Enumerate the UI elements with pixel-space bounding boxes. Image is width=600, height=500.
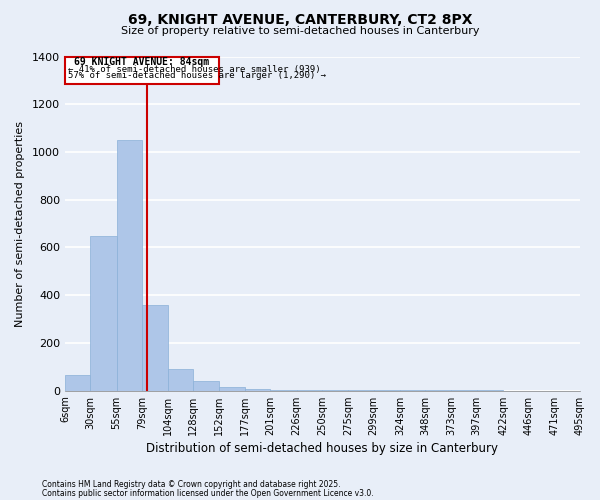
Bar — [142, 305, 168, 390]
Text: 69 KNIGHT AVENUE: 84sqm: 69 KNIGHT AVENUE: 84sqm — [74, 57, 209, 67]
Bar — [116, 140, 142, 390]
Text: Size of property relative to semi-detached houses in Canterbury: Size of property relative to semi-detach… — [121, 26, 479, 36]
Bar — [65, 375, 90, 390]
Text: ← 41% of semi-detached houses are smaller (939): ← 41% of semi-detached houses are smalle… — [68, 65, 321, 74]
Bar — [245, 389, 271, 390]
Text: Contains public sector information licensed under the Open Government Licence v3: Contains public sector information licen… — [42, 488, 374, 498]
Y-axis label: Number of semi-detached properties: Number of semi-detached properties — [15, 120, 25, 326]
Text: Contains HM Land Registry data © Crown copyright and database right 2025.: Contains HM Land Registry data © Crown c… — [42, 480, 341, 489]
Bar — [219, 387, 245, 390]
FancyBboxPatch shape — [65, 56, 219, 84]
X-axis label: Distribution of semi-detached houses by size in Canterbury: Distribution of semi-detached houses by … — [146, 442, 499, 455]
Bar — [90, 236, 116, 390]
Bar — [193, 381, 219, 390]
Text: 57% of semi-detached houses are larger (1,290) →: 57% of semi-detached houses are larger (… — [68, 71, 326, 80]
Text: 69, KNIGHT AVENUE, CANTERBURY, CT2 8PX: 69, KNIGHT AVENUE, CANTERBURY, CT2 8PX — [128, 12, 472, 26]
Bar — [168, 369, 193, 390]
